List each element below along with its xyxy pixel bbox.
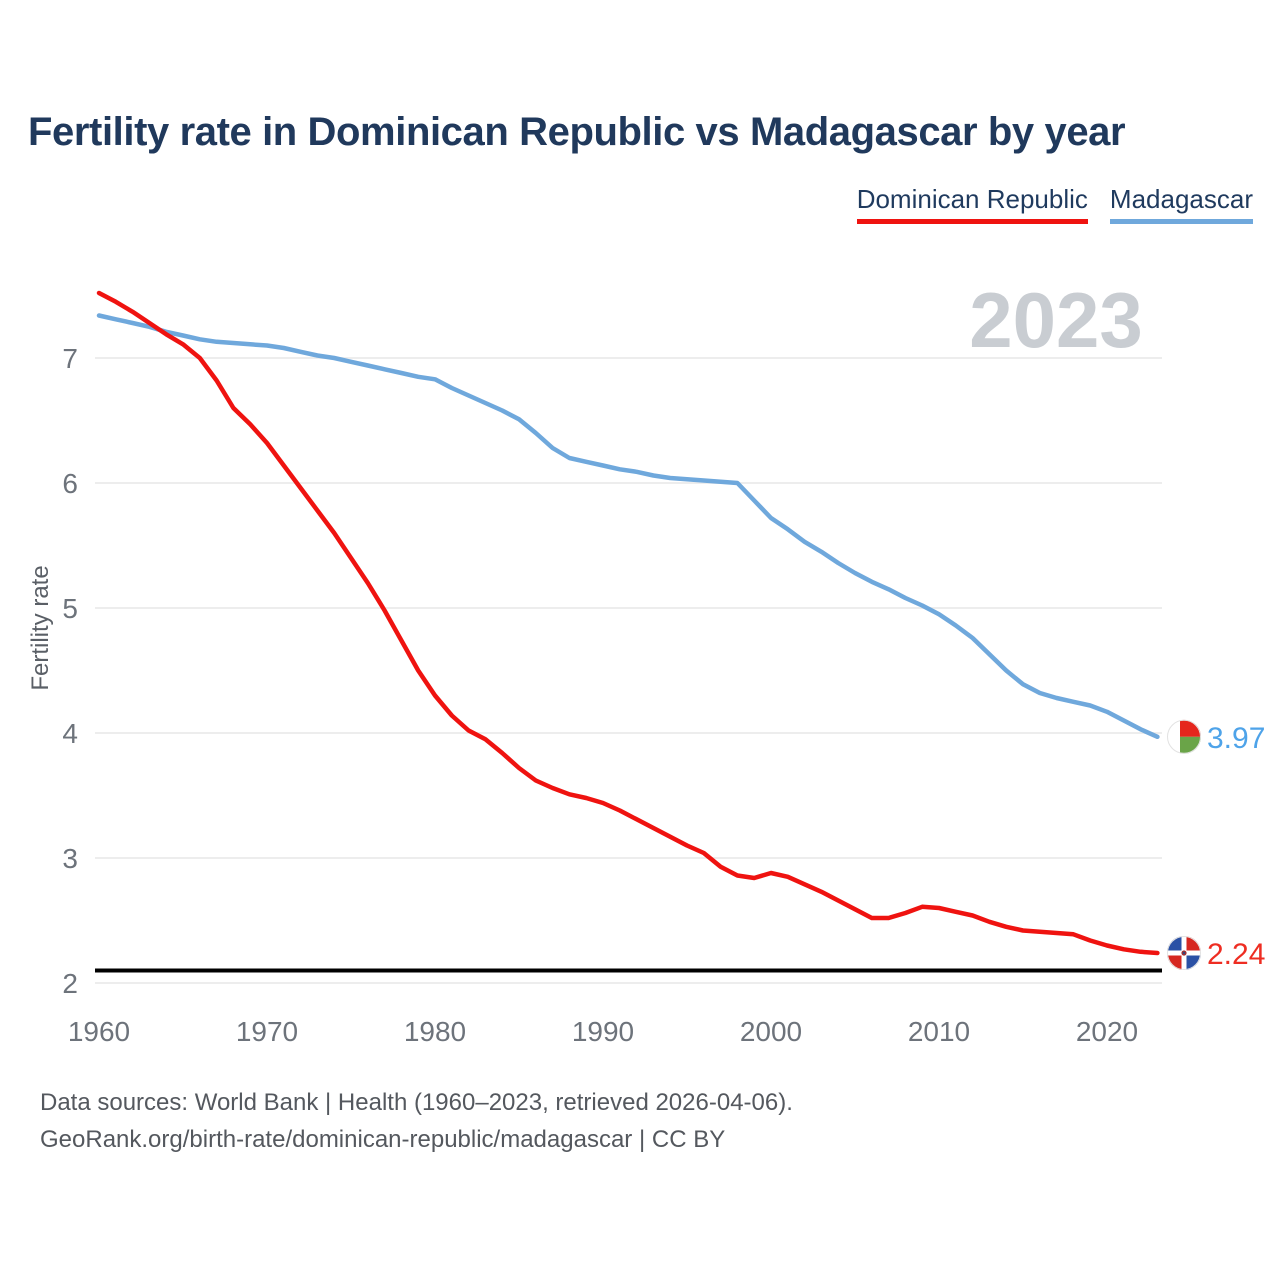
x-axis-ticks: 1960 1970 1980 1990 2000 2010 2020: [68, 1016, 1138, 1047]
y-tick-label: 6: [62, 468, 78, 499]
y-axis-title: Fertility rate: [27, 565, 54, 690]
legend-label: Dominican Republic: [856, 184, 1088, 214]
madagascar-flag-icon: [1167, 719, 1201, 754]
page-title: Fertility rate in Dominican Republic vs …: [28, 110, 1126, 154]
footer: Data sources: World Bank | Health (1960–…: [40, 1084, 793, 1158]
legend-underline: [1109, 219, 1253, 224]
y-tick-label: 7: [62, 343, 78, 374]
legend-item-madagascar[interactable]: Madagascar: [1109, 184, 1253, 224]
x-tick-label: 2010: [908, 1016, 970, 1047]
dominican-republic-line: [96, 290, 1160, 956]
x-tick-label: 1990: [572, 1016, 634, 1047]
madagascar-line-end-label: 3.97: [1207, 722, 1265, 755]
x-tick-label: 1970: [236, 1016, 298, 1047]
y-tick-label: 5: [62, 593, 78, 624]
x-tick-label: 1980: [404, 1016, 466, 1047]
x-tick-label: 2000: [740, 1016, 802, 1047]
gridlines: 2 3 4 5 6 7: [62, 343, 1162, 999]
madagascar-line: [96, 313, 1160, 740]
dominican-republic-flag-icon: [1167, 936, 1201, 970]
legend-item-dominican-republic[interactable]: Dominican Republic: [856, 184, 1088, 224]
legend-underline: [856, 219, 1088, 224]
y-tick-label: 3: [62, 843, 78, 874]
y-tick-label: 4: [62, 718, 78, 749]
legend: Dominican Republic Madagascar: [856, 184, 1253, 224]
y-tick-label: 2: [62, 968, 78, 999]
x-tick-label: 1960: [68, 1016, 130, 1047]
footer-attribution: GeoRank.org/birth-rate/dominican-republi…: [40, 1126, 726, 1153]
footer-sources: Data sources: World Bank | Health (1960–…: [40, 1089, 793, 1116]
x-tick-label: 2020: [1076, 1016, 1138, 1047]
year-watermark: 2023: [969, 276, 1143, 364]
legend-label: Madagascar: [1109, 184, 1253, 214]
dominican-republic-line-end-label: 2.24: [1207, 938, 1265, 971]
